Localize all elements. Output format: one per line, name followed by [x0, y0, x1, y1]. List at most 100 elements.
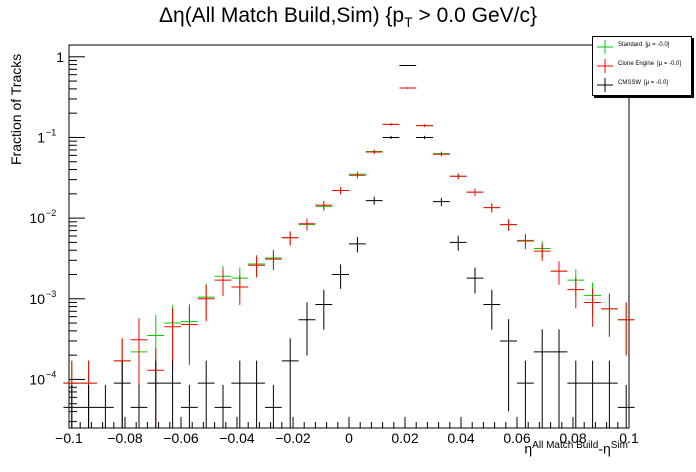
data-point [483, 289, 501, 330]
data-point [533, 329, 551, 428]
data-point [214, 384, 232, 428]
data-point [449, 173, 467, 180]
data-point [265, 250, 282, 271]
x-tick-label: 0.04 [447, 430, 474, 446]
title-subscript: T [404, 14, 413, 31]
data-point [332, 187, 349, 195]
data-point [349, 172, 366, 179]
chart-title: Δη(All Match Build,Sim) {pT > 0.0 GeV/c} [158, 4, 537, 31]
legend-entry-standard: Standard [μ = -0.0] [593, 39, 691, 55]
data-point [164, 360, 181, 428]
data-point [617, 302, 635, 356]
data-point [433, 152, 450, 157]
data-point [197, 285, 215, 322]
data-point [231, 360, 249, 428]
series-cmssw [63, 64, 635, 428]
data-point [399, 64, 417, 67]
y-tick-label: 10 [29, 291, 45, 307]
x-tick-label: −0.06 [163, 430, 199, 446]
data-point [382, 123, 400, 126]
data-point [466, 188, 484, 196]
data-point [181, 306, 198, 365]
data-point [601, 360, 618, 428]
series-standard [63, 87, 635, 428]
data-point [416, 124, 433, 128]
legend-marker-standard [597, 40, 613, 54]
data-point [113, 360, 131, 428]
y-tick-label: 1 [37, 129, 45, 145]
y-axis-ticks: 10 −410 −310 −21 −11 [29, 49, 85, 423]
data-point [399, 87, 417, 89]
data-point [214, 269, 232, 297]
series-clone-engine [63, 87, 635, 428]
data-point [315, 289, 333, 330]
data-point [164, 308, 181, 370]
x-tick-label: −0.04 [219, 430, 255, 446]
data-point [382, 135, 400, 140]
x-tick-label: 0.02 [391, 430, 418, 446]
data-point [601, 293, 618, 337]
y-tick-exponent: −3 [46, 289, 56, 299]
data-point [365, 196, 383, 205]
data-point [466, 267, 484, 294]
x-tick-label: −0.1 [55, 430, 83, 446]
series-layer [63, 64, 635, 428]
y-tick-exponent: −1 [46, 127, 56, 137]
data-point [349, 236, 366, 253]
data-point [281, 338, 299, 428]
data-point [298, 302, 316, 356]
data-point [433, 197, 450, 207]
data-point [533, 243, 551, 261]
legend-entry-cmssw: CMSSW [μ = -0.0] [593, 77, 691, 93]
data-point [365, 150, 383, 155]
data-point [248, 256, 265, 278]
data-point [500, 319, 517, 412]
x-tick-label: −0.02 [275, 430, 311, 446]
data-point [416, 135, 433, 140]
data-point [197, 360, 215, 428]
data-point [550, 329, 568, 428]
legend-marker-cmssw [597, 78, 613, 92]
legend-label-clone-engine: Clone Engine [618, 61, 655, 67]
legend-entry-clone-engine: Clone Engine [μ = -0.0] [593, 58, 691, 74]
data-point [517, 360, 534, 428]
data-point [483, 203, 501, 213]
data-point [567, 360, 585, 428]
data-point [281, 231, 299, 246]
data-point [500, 219, 517, 231]
x-tick-label: 0.08 [559, 430, 586, 446]
legend-mu-clone-engine: [μ = -0.0] [657, 61, 681, 67]
data-point [617, 384, 635, 428]
data-point [550, 261, 568, 285]
legend-mu-cmssw: [μ = -0.0] [644, 80, 668, 86]
x-tick-label: 0.06 [503, 430, 530, 446]
legend-label-cmssw: CMSSW [618, 80, 641, 86]
data-point [147, 360, 165, 428]
data-point [80, 384, 97, 428]
y-tick-label: 10 [29, 210, 45, 226]
data-point [584, 360, 601, 428]
y-tick-exponent: −4 [46, 369, 56, 379]
data-point [298, 218, 316, 231]
legend: Standard [μ = -0.0] Clone Engine [μ = -0.0… [592, 36, 692, 96]
data-point [130, 384, 148, 428]
data-point [315, 200, 333, 210]
data-point [517, 234, 534, 250]
x-tick-label: −0.08 [107, 430, 143, 446]
x-axis-label: ηAll Match Build-ηSim [524, 440, 628, 457]
data-point [584, 288, 601, 327]
data-point [231, 275, 249, 305]
x-tick-label: 0.1 [619, 430, 639, 446]
legend-mu-standard: [μ = -0.0] [645, 42, 670, 48]
y-tick-label: 10 [29, 371, 45, 387]
data-point [332, 264, 349, 289]
x-axis-ticks: −0.1 −0.08 −0.06 −0.04 −0.02 0 0.02 0.04 0.06 0.0… [55, 417, 639, 446]
x-tick-label: 0 [345, 430, 353, 446]
data-point [181, 384, 198, 428]
data-point [567, 277, 585, 309]
data-point [248, 360, 265, 428]
data-point [63, 384, 81, 428]
data-point [97, 384, 114, 428]
legend-label-standard: Standard [618, 42, 643, 48]
